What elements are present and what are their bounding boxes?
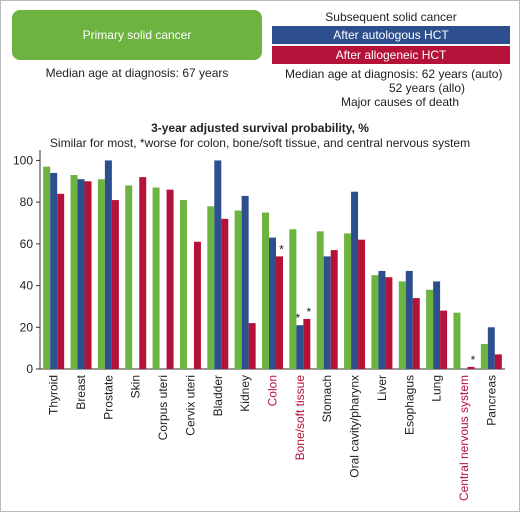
x-tick-label: Colon bbox=[266, 375, 280, 406]
bar bbox=[57, 193, 65, 369]
bar bbox=[371, 275, 379, 369]
bar bbox=[139, 177, 147, 369]
bar bbox=[50, 172, 58, 369]
significance-mark: * bbox=[296, 311, 301, 325]
x-tick-label: Liver bbox=[375, 375, 389, 401]
allo-label: After allogeneic HCT bbox=[336, 48, 447, 62]
bar bbox=[453, 312, 461, 369]
bar bbox=[385, 277, 393, 369]
x-tick-label: Kidney bbox=[238, 375, 252, 412]
x-tick-label: Cervix uteri bbox=[183, 375, 197, 436]
primary-box bbox=[12, 10, 262, 60]
bar bbox=[426, 289, 434, 369]
bar bbox=[214, 160, 222, 369]
bar bbox=[152, 187, 160, 369]
bar bbox=[104, 160, 112, 369]
bar bbox=[412, 298, 420, 369]
bar bbox=[467, 366, 475, 369]
x-tick-label: Stomach bbox=[320, 375, 334, 422]
bar bbox=[248, 323, 256, 369]
x-tick-label: Central nervous system bbox=[457, 375, 471, 501]
bar bbox=[111, 200, 119, 369]
significance-mark: * bbox=[471, 353, 476, 367]
x-tick-label: Breast bbox=[74, 374, 88, 409]
x-tick-label: Thyroid bbox=[47, 375, 61, 415]
age-allo: 52 years (allo) bbox=[389, 81, 465, 95]
y-tick-label: 80 bbox=[20, 195, 34, 209]
x-tick-label: Prostate bbox=[101, 375, 115, 420]
x-tick-label: Corpus uteri bbox=[156, 375, 170, 440]
bar bbox=[289, 229, 297, 369]
causes: Major causes of death bbox=[341, 95, 459, 109]
subsequent-label: Subsequent solid cancer bbox=[325, 10, 456, 24]
bar bbox=[323, 256, 331, 369]
bar bbox=[97, 179, 105, 369]
bar bbox=[166, 189, 174, 369]
bar bbox=[344, 233, 352, 369]
y-tick-label: 20 bbox=[20, 320, 34, 334]
bar bbox=[84, 181, 92, 369]
bar bbox=[494, 354, 502, 369]
bar bbox=[262, 212, 269, 369]
bar bbox=[77, 179, 85, 369]
bar bbox=[221, 218, 229, 369]
bar bbox=[487, 327, 495, 369]
bar bbox=[330, 250, 338, 369]
bar bbox=[351, 191, 359, 369]
chart-subtitle: Similar for most, *worse for colon, bone… bbox=[50, 136, 470, 150]
x-tick-label: Pancreas bbox=[484, 375, 498, 426]
chart-title: 3-year adjusted survival probability, % bbox=[151, 121, 369, 135]
bar bbox=[433, 281, 441, 369]
y-tick-label: 60 bbox=[20, 237, 34, 251]
bar bbox=[207, 206, 215, 369]
bar bbox=[398, 281, 406, 369]
significance-mark: * bbox=[279, 242, 284, 256]
bar bbox=[276, 256, 283, 369]
bar bbox=[303, 318, 311, 369]
bar bbox=[125, 185, 133, 369]
x-tick-label: Bone/soft tissue bbox=[293, 375, 307, 461]
y-tick-label: 100 bbox=[13, 153, 33, 167]
bar bbox=[405, 270, 413, 369]
primary-label: Primary solid cancer bbox=[83, 28, 192, 42]
bar bbox=[241, 195, 249, 369]
y-tick-label: 0 bbox=[26, 362, 33, 376]
bar bbox=[296, 325, 304, 369]
primary-age: Median age at diagnosis: 67 years bbox=[46, 66, 229, 80]
bar bbox=[179, 200, 187, 369]
y-tick-label: 40 bbox=[20, 279, 34, 293]
auto-label: After autologous HCT bbox=[333, 28, 449, 42]
allo-box bbox=[272, 46, 510, 64]
bar bbox=[70, 175, 78, 369]
bar bbox=[234, 210, 242, 369]
bar bbox=[269, 237, 276, 369]
bar bbox=[480, 343, 488, 369]
x-tick-label: Esophagus bbox=[402, 375, 416, 435]
auto-box bbox=[272, 26, 510, 44]
bar bbox=[316, 231, 324, 369]
x-tick-label: Lung bbox=[430, 375, 444, 402]
bar bbox=[440, 310, 448, 369]
bar bbox=[193, 241, 201, 369]
x-tick-label: Bladder bbox=[211, 375, 225, 416]
significance-mark: * bbox=[307, 305, 312, 319]
bar bbox=[378, 270, 386, 369]
bar bbox=[43, 166, 51, 369]
bar bbox=[358, 239, 366, 369]
x-tick-label: Skin bbox=[129, 375, 143, 398]
age-auto: Median age at diagnosis: 62 years (auto) bbox=[285, 67, 502, 81]
x-tick-label: Oral cavity/pharynx bbox=[348, 375, 362, 478]
